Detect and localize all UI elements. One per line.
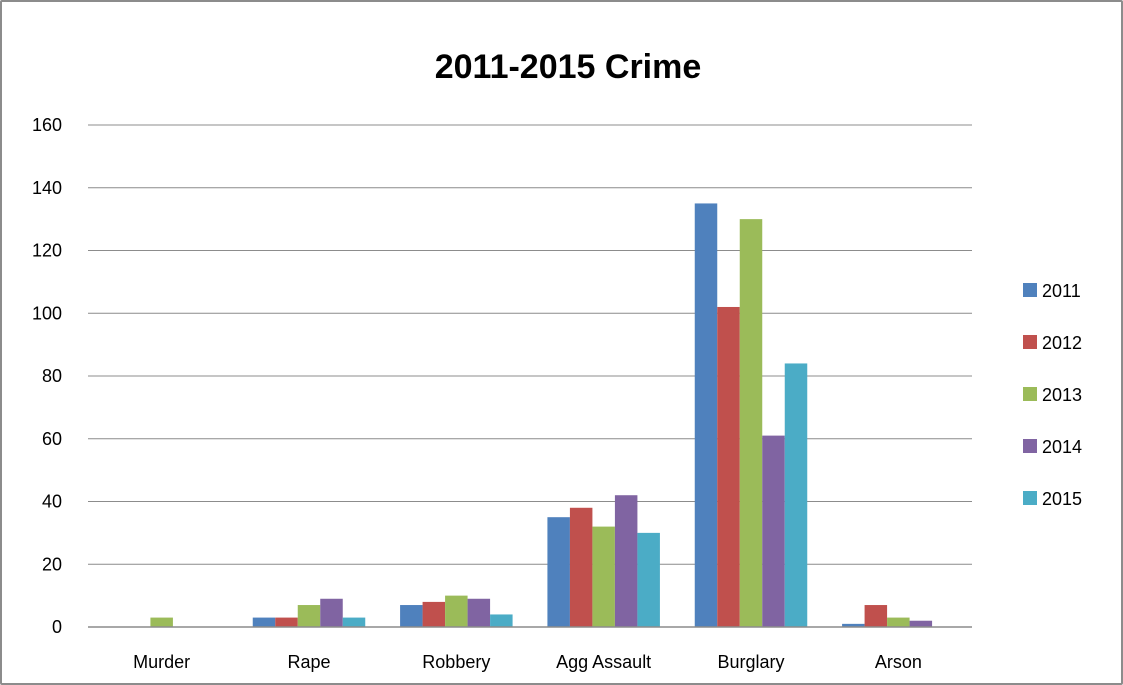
chart-title: 2011-2015 Crime <box>435 48 702 86</box>
bar-2012-rape <box>275 617 298 627</box>
bar-2012-burglary <box>717 306 740 627</box>
bar-2013-rape <box>297 605 321 627</box>
x-tick-label: Robbery <box>422 652 490 672</box>
y-tick-label: 40 <box>42 492 62 512</box>
y-axis-ticks: 0 20 40 60 80 100 120 140 160 <box>32 115 62 637</box>
y-tick-label: 120 <box>32 241 62 261</box>
bar-2011-arson <box>842 623 865 627</box>
x-axis-ticks: Murder Rape Robbery Agg Assault Burglary Arso… <box>133 652 922 672</box>
bar-2012-agg-assault <box>569 507 593 627</box>
legend-label: 2013 <box>1042 385 1082 405</box>
bar-2014-rape <box>320 598 343 627</box>
legend-swatch <box>1023 283 1037 297</box>
bar-2013-arson <box>887 617 910 627</box>
gridlines <box>88 124 972 565</box>
x-tick-label: Agg Assault <box>556 652 651 672</box>
bar-2015-rape <box>342 617 366 627</box>
x-tick-label: Arson <box>875 652 922 672</box>
bar-2015-robbery <box>490 614 513 627</box>
bar-2011-burglary <box>694 203 718 627</box>
bar-2013-burglary <box>739 219 763 627</box>
legend-swatch <box>1023 439 1037 453</box>
bar-2011-rape <box>252 617 276 627</box>
bar-2012-arson <box>864 605 888 627</box>
y-tick-label: 20 <box>42 554 62 574</box>
legend-swatch <box>1023 387 1037 401</box>
bar-2014-burglary <box>762 435 785 627</box>
legend: 2011 2012 2013 2014 2015 <box>1023 281 1082 509</box>
y-tick-label: 0 <box>52 617 62 637</box>
x-tick-label: Rape <box>287 652 330 672</box>
legend-swatch <box>1023 335 1037 349</box>
bar-2014-robbery <box>467 598 491 627</box>
bar-2014-agg-assault <box>614 495 638 627</box>
y-tick-label: 80 <box>42 366 62 386</box>
y-tick-label: 140 <box>32 178 62 198</box>
bar-2013-murder <box>150 617 173 627</box>
bar-2013-agg-assault <box>592 526 615 627</box>
legend-label: 2015 <box>1042 489 1082 509</box>
bar-2015-burglary <box>784 363 808 627</box>
x-tick-label: Burglary <box>717 652 784 672</box>
legend-swatch <box>1023 491 1037 505</box>
y-tick-label: 60 <box>42 429 62 449</box>
bars <box>150 203 933 627</box>
bar-2014-arson <box>909 620 933 627</box>
bar-2012-robbery <box>422 601 446 627</box>
bar-2011-agg-assault <box>547 517 570 627</box>
y-tick-label: 160 <box>32 115 62 135</box>
bar-2015-agg-assault <box>637 532 660 627</box>
legend-label: 2011 <box>1042 281 1081 301</box>
y-tick-label: 100 <box>32 303 62 323</box>
legend-label: 2014 <box>1042 437 1082 457</box>
bar-2011-robbery <box>400 605 423 627</box>
x-tick-label: Murder <box>133 652 190 672</box>
legend-label: 2012 <box>1042 333 1082 353</box>
bar-2013-robbery <box>445 595 468 627</box>
